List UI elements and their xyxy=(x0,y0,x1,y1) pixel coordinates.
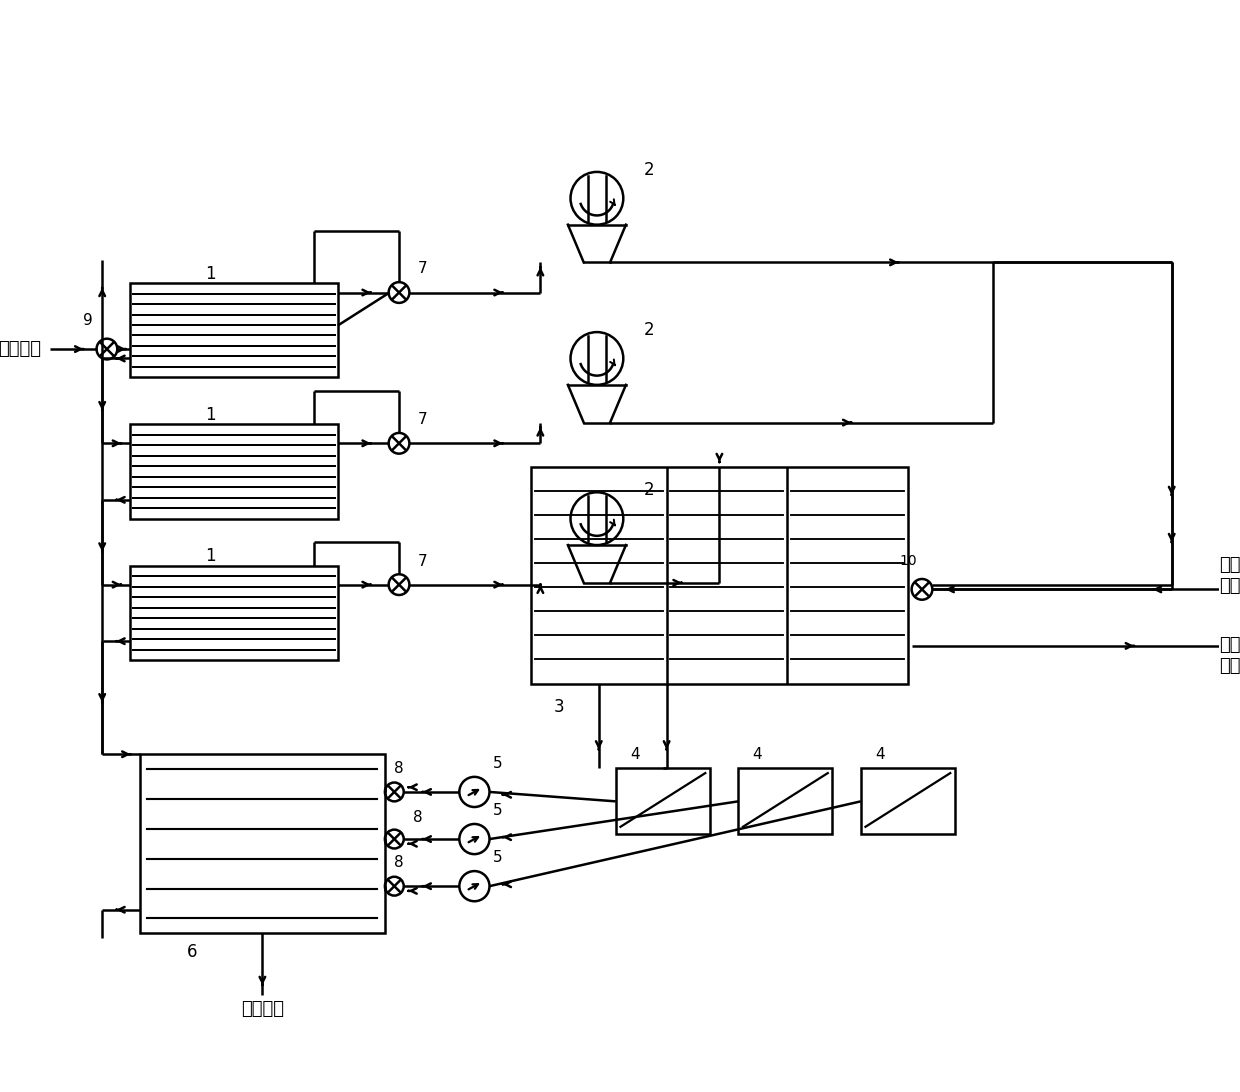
Text: 8: 8 xyxy=(394,855,404,870)
Bar xyxy=(130,425,337,519)
Text: 5: 5 xyxy=(494,851,502,865)
Text: 热源回水: 热源回水 xyxy=(241,999,284,1018)
Text: 2: 2 xyxy=(644,321,653,340)
Text: 4: 4 xyxy=(630,747,640,762)
Text: 9: 9 xyxy=(83,313,93,329)
Bar xyxy=(140,755,384,934)
Text: 7: 7 xyxy=(418,261,428,276)
Text: 8: 8 xyxy=(413,810,423,824)
Text: 7: 7 xyxy=(418,413,428,427)
Bar xyxy=(130,283,337,378)
Text: 5: 5 xyxy=(494,804,502,818)
Text: 3: 3 xyxy=(554,698,564,716)
Text: 冷源
供水: 冷源 供水 xyxy=(1219,556,1240,595)
Text: 冷源
回水: 冷源 回水 xyxy=(1219,636,1240,675)
Text: 10: 10 xyxy=(899,554,916,568)
Text: 8: 8 xyxy=(394,761,404,776)
Text: 5: 5 xyxy=(494,756,502,771)
Text: 7: 7 xyxy=(418,554,428,569)
Bar xyxy=(861,769,955,834)
Bar xyxy=(130,566,337,660)
Text: 2: 2 xyxy=(644,482,653,499)
Text: 1: 1 xyxy=(206,547,216,566)
Text: 1: 1 xyxy=(206,406,216,424)
Text: 1: 1 xyxy=(206,264,216,283)
Text: 4: 4 xyxy=(753,747,761,762)
Bar xyxy=(616,769,711,834)
Text: 热源供水: 热源供水 xyxy=(0,340,41,358)
Bar xyxy=(738,769,832,834)
Bar xyxy=(531,467,908,684)
Text: 4: 4 xyxy=(874,747,884,762)
Text: 2: 2 xyxy=(644,161,653,179)
Text: 6: 6 xyxy=(186,943,197,961)
